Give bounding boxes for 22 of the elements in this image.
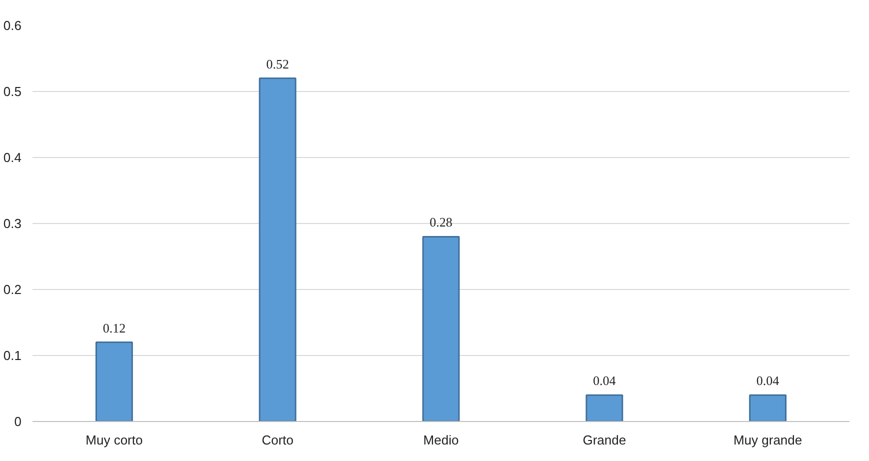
data-label: 0.28 — [430, 214, 452, 230]
y-tick-label: 0.1 — [3, 348, 22, 363]
data-label: 0.04 — [756, 373, 780, 388]
y-tick-label: 0.2 — [3, 282, 22, 297]
y-tick-label: 0 — [14, 414, 22, 429]
x-tick-label: Muy corto — [86, 432, 143, 448]
data-label: 0.52 — [266, 56, 289, 72]
bar — [749, 394, 787, 422]
bar — [422, 236, 460, 422]
x-tick-label: Muy grande — [733, 432, 802, 448]
x-tick-label: Grande — [582, 432, 626, 448]
bar — [258, 78, 296, 422]
y-tick-label: 0.5 — [3, 84, 22, 99]
x-tick-label: Corto — [262, 432, 294, 448]
y-tick-label: 0.4 — [3, 150, 22, 165]
bar — [95, 342, 133, 422]
data-label: 0.04 — [593, 373, 616, 388]
data-label: 0.12 — [102, 320, 126, 336]
x-tick-label: Medio — [423, 432, 459, 448]
y-tick-label: 0.6 — [3, 18, 22, 33]
y-tick-label: 0.3 — [3, 216, 22, 231]
bar — [586, 394, 624, 422]
